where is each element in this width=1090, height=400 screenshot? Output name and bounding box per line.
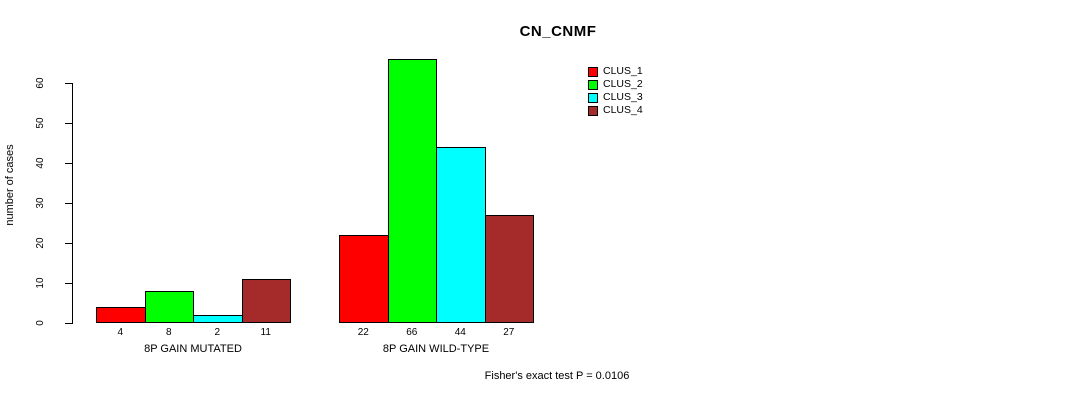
- bar-clus_2: [387, 59, 437, 323]
- bar-clus_4: [484, 215, 534, 323]
- legend-swatch-icon: [588, 92, 598, 103]
- bar-clus_2: [144, 291, 194, 323]
- legend-label: CLUS_4: [603, 104, 643, 116]
- bar-value-label: 4: [117, 327, 124, 338]
- y-tick-label: 30: [35, 197, 46, 209]
- y-tick-mark: [65, 203, 72, 204]
- y-tick-label: 20: [35, 237, 46, 249]
- legend-label: CLUS_1: [603, 65, 643, 77]
- legend-swatch-icon: [588, 79, 598, 90]
- y-tick-label: 50: [35, 117, 46, 129]
- group-label: 8P GAIN WILD-TYPE: [382, 343, 490, 355]
- y-tick-mark: [65, 243, 72, 244]
- legend-item: CLUS_1: [588, 66, 643, 77]
- bar-clus_4: [241, 279, 291, 323]
- group-label: 8P GAIN MUTATED: [144, 343, 242, 355]
- y-tick-label: 10: [35, 277, 46, 289]
- y-tick-label: 0: [35, 320, 46, 326]
- y-tick-label: 60: [35, 77, 46, 89]
- y-tick-mark: [65, 323, 72, 324]
- y-axis-label: number of cases: [4, 144, 16, 226]
- chart-title: CN_CNMF: [519, 23, 597, 40]
- y-axis-line: [72, 83, 73, 324]
- legend-label: CLUS_2: [603, 78, 643, 90]
- bar-value-label: 27: [503, 327, 515, 338]
- bar-value-label: 2: [214, 327, 221, 338]
- legend-item: CLUS_2: [588, 79, 643, 90]
- bar-clus_3: [436, 147, 486, 323]
- bar-value-label: 11: [260, 327, 271, 338]
- y-tick-mark: [65, 163, 72, 164]
- bar-clus_1: [96, 307, 146, 323]
- legend-item: CLUS_3: [588, 92, 643, 103]
- legend-swatch-icon: [588, 105, 598, 116]
- legend: CLUS_1 CLUS_2 CLUS_3 CLUS_4: [588, 66, 643, 118]
- bar-value-label: 8: [165, 327, 172, 338]
- bar-clus_3: [193, 315, 243, 323]
- legend-item: CLUS_4: [588, 105, 643, 116]
- bar-value-label: 22: [357, 327, 369, 338]
- legend-label: CLUS_3: [603, 91, 643, 103]
- y-tick-mark: [65, 83, 72, 84]
- bar-value-label: 44: [454, 327, 466, 338]
- bar-clus_1: [339, 235, 389, 323]
- y-tick-label: 40: [35, 157, 46, 169]
- y-tick-mark: [65, 123, 72, 124]
- legend-swatch-icon: [588, 66, 598, 77]
- bar-value-label: 66: [406, 327, 418, 338]
- y-tick-mark: [65, 283, 72, 284]
- fisher-test-annotation: Fisher's exact test P = 0.0106: [484, 370, 630, 382]
